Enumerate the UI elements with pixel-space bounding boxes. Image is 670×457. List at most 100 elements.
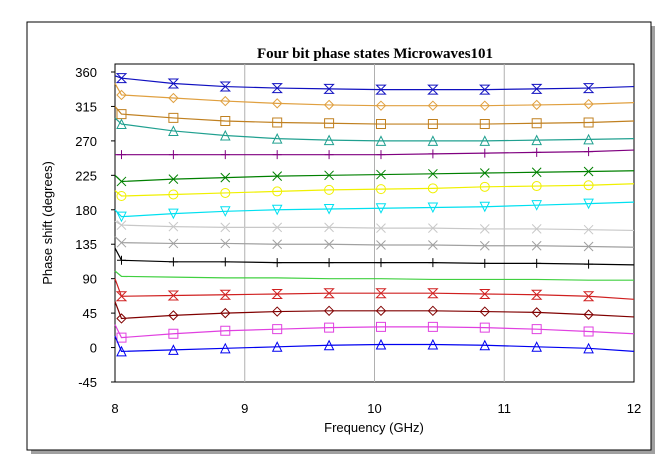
marker (220, 95, 231, 107)
marker (324, 222, 334, 233)
marker (168, 92, 179, 104)
series-line (114, 247, 635, 266)
marker (168, 112, 179, 123)
series-line (114, 335, 635, 352)
marker (479, 306, 490, 317)
marker (375, 119, 386, 130)
marker (168, 189, 179, 200)
marker (375, 338, 387, 350)
marker (479, 168, 490, 178)
series-line (114, 324, 635, 339)
marker (272, 150, 282, 160)
marker (167, 78, 180, 89)
marker (479, 135, 491, 146)
marker (323, 305, 335, 317)
marker (479, 339, 491, 351)
marker (168, 328, 179, 339)
marker (168, 150, 178, 160)
marker (531, 118, 542, 129)
series-line (114, 83, 635, 107)
marker (375, 84, 387, 95)
x-axis-label: Frequency (GHz) (324, 420, 424, 435)
marker (479, 84, 491, 95)
series-line (115, 149, 635, 156)
marker (427, 338, 439, 350)
marker (271, 204, 283, 216)
marker (324, 150, 334, 160)
y-tick-label: 45 (83, 306, 97, 321)
series-line (114, 270, 634, 281)
y-tick-label: 270 (75, 134, 97, 149)
marker (116, 220, 127, 230)
marker (272, 117, 283, 128)
marker (324, 170, 334, 181)
marker (375, 184, 386, 195)
marker (427, 135, 439, 146)
marker (531, 200, 542, 211)
marker (323, 339, 335, 351)
marker (219, 206, 231, 217)
x-tick-label: 9 (241, 401, 248, 416)
marker (479, 224, 490, 234)
marker (375, 288, 387, 299)
series-line (114, 236, 635, 248)
marker (219, 289, 231, 300)
marker (532, 258, 542, 268)
y-tick-label: -45 (78, 375, 97, 390)
marker (376, 223, 386, 234)
marker (479, 240, 490, 251)
marker (375, 321, 386, 332)
marker (376, 240, 386, 250)
marker (116, 211, 127, 223)
marker (168, 174, 179, 185)
marker (168, 221, 179, 232)
marker (583, 198, 594, 210)
marker (375, 305, 387, 317)
marker (272, 171, 283, 181)
y-tick-label: 315 (75, 99, 97, 114)
marker (220, 150, 230, 160)
marker (427, 100, 439, 111)
marker (116, 332, 127, 343)
marker (116, 176, 127, 187)
marker (583, 309, 594, 320)
marker (219, 342, 231, 354)
marker (272, 324, 283, 335)
marker (531, 307, 542, 318)
marker (531, 181, 542, 192)
y-axis-label: Phase shift (degrees) (40, 161, 55, 285)
marker (583, 241, 594, 252)
marker (480, 258, 490, 268)
marker (427, 202, 439, 214)
marker (116, 345, 127, 357)
marker (427, 183, 438, 194)
marker (116, 191, 127, 201)
marker (583, 180, 594, 191)
marker (116, 89, 127, 101)
y-tick-label: 225 (75, 168, 97, 183)
marker (531, 324, 542, 335)
marker (428, 240, 438, 250)
marker (220, 187, 231, 198)
marker (220, 307, 231, 319)
marker (168, 208, 179, 220)
marker (271, 132, 283, 144)
marker (583, 342, 594, 354)
y-tick-label: 0 (90, 341, 97, 356)
marker (272, 258, 282, 268)
marker (271, 341, 283, 352)
x-tick-label: 11 (498, 401, 512, 416)
marker (116, 313, 127, 324)
marker (427, 84, 439, 95)
series-line (114, 220, 635, 232)
marker (427, 305, 439, 317)
marker (582, 291, 595, 302)
marker (531, 224, 542, 234)
marker (583, 326, 594, 337)
marker (115, 291, 128, 302)
marker (323, 288, 335, 299)
marker (116, 118, 127, 130)
marker (220, 222, 231, 233)
marker (428, 168, 438, 179)
marker (427, 321, 438, 332)
